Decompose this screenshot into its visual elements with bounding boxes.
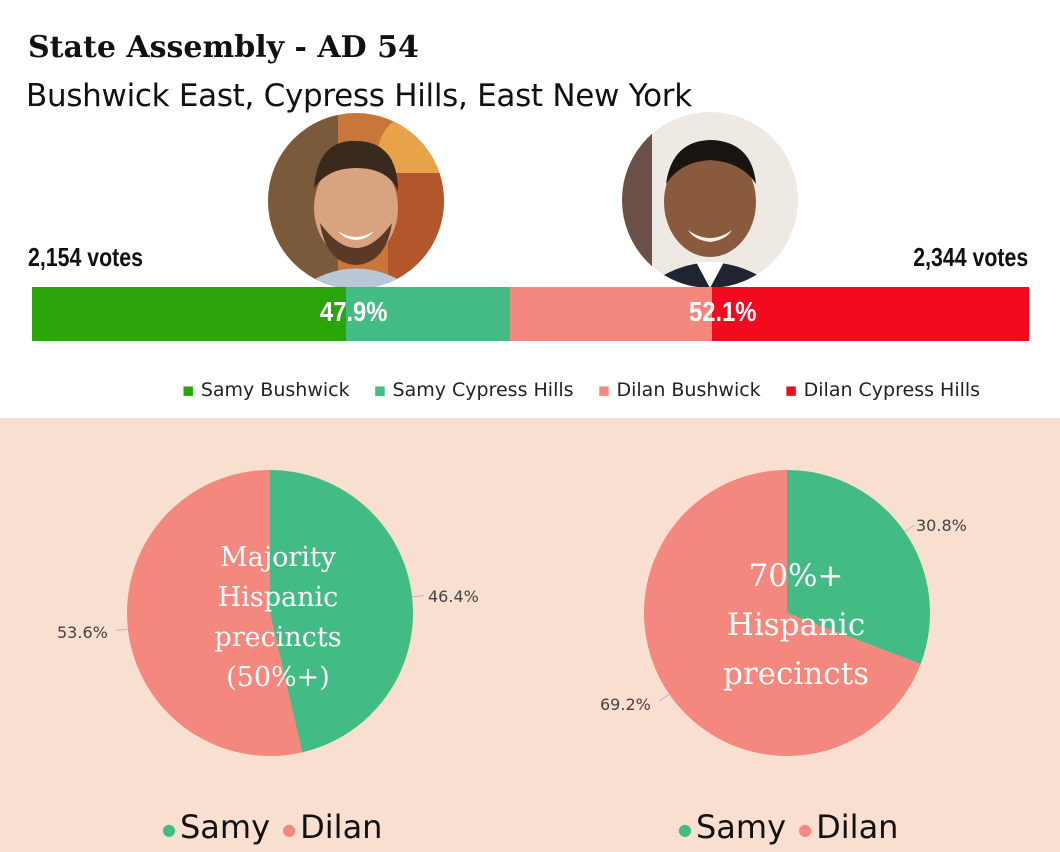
legend-label: Samy Bushwick [200, 379, 350, 401]
left-votes-label: 2,154 votes [28, 242, 143, 272]
pie-slice-dilan [126, 470, 303, 756]
candidate-left-photo [268, 113, 444, 289]
stacked-vote-bar [32, 287, 1029, 341]
legend-item-samy-cypress: ▪ Samy Cypress Hills [374, 379, 574, 401]
samy-total-label: 47.9% [319, 296, 388, 327]
legend-dot: ● [678, 819, 692, 839]
legend-dot: ● [798, 819, 813, 839]
legend-label: Dilan Cypress Hills [803, 379, 981, 401]
legend-label: Samy [179, 808, 270, 846]
legend-label: Dilan Bushwick [616, 379, 761, 401]
candidate-right-photo [622, 112, 798, 288]
page-title: State Assembly - AD 54 [28, 30, 419, 65]
pie2-center-text: 70%+ Hispanic precincts [723, 558, 869, 692]
pie1-dilan-value: 53.6% [57, 623, 108, 642]
legend-item-samy-bushwick: ▪ Samy Bushwick [182, 379, 350, 401]
pie-leader-line [412, 595, 425, 598]
pie-slice-samy [270, 470, 413, 753]
legend-item-dilan-bushwick: ▪ Dilan Bushwick [598, 379, 761, 401]
legend-dot: ▪ [373, 379, 387, 401]
pie-leader-line [115, 628, 128, 631]
pie-slice-dilan [644, 470, 921, 756]
bar-segment-dilan-cypress-hills [711, 287, 1029, 341]
pie-majority-hispanic [115, 470, 425, 756]
pie1-center-text: Majority Hispanic precincts (50%+) [214, 542, 342, 693]
legend-dot: ▪ [181, 379, 195, 401]
bar-segment-samy-bushwick [32, 287, 347, 341]
legend-dot: ● [162, 819, 176, 839]
page-subtitle: Bushwick East, Cypress Hills, East New Y… [26, 78, 692, 114]
pie-70-hispanic [644, 470, 930, 756]
pie1-samy-value: 46.4% [428, 587, 479, 606]
bar-segment-samy-cypress-hills [346, 287, 510, 341]
pie2-legend: ● Samy ● Dilan [676, 808, 898, 846]
legend-label: Dilan [300, 808, 383, 846]
pie-leader-line [904, 524, 915, 533]
bar-segment-dilan-bushwick [509, 287, 712, 341]
legend-label: Dilan [816, 808, 899, 846]
top-legend: ▪ Samy Bushwick ▪ Samy Cypress Hills ▪ Dila… [0, 379, 1060, 401]
legend-item-dilan-cypress: ▪ Dilan Cypress Hills [785, 379, 980, 401]
pie2-dilan-value: 69.2% [600, 695, 651, 714]
legend-dot: ● [282, 819, 297, 839]
pie1-legend: ● Samy ● Dilan [160, 808, 382, 846]
dilan-total-label: 52.1% [688, 296, 757, 327]
legend-label: Samy Cypress Hills [392, 379, 574, 401]
pie-slice-samy [787, 470, 930, 664]
legend-label: Samy [695, 808, 786, 846]
pie2-samy-value: 30.8% [916, 516, 967, 535]
pie-leader-line [659, 693, 670, 702]
legend-dot: ▪ [597, 379, 611, 401]
right-votes-label: 2,344 votes [913, 242, 1028, 272]
legend-dot: ▪ [784, 379, 798, 401]
